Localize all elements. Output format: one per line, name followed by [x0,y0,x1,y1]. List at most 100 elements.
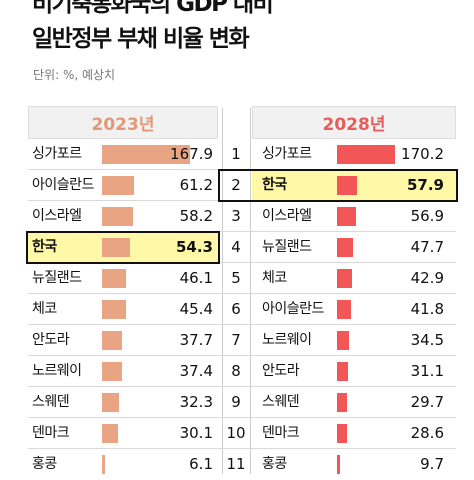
bar-2023 [102,455,106,474]
divider-right [250,108,251,474]
country-label-2028: 체코 [262,270,287,286]
country-label-2023: 스웨덴 [32,394,70,410]
table-row: 뉴질랜드 46.1 5 체코 42.9 [0,263,474,294]
bar-2028 [337,331,349,350]
row-divider [28,293,456,294]
value-label-2028: 57.9 [406,176,444,194]
value-label-2023: 167.9 [170,145,213,163]
country-label-2028: 홍콩 [262,456,287,472]
bar-2023 [102,393,119,412]
country-label-2028: 안도라 [262,363,300,379]
country-label-2028: 아이슬란드 [262,301,324,317]
table-row: 체코 45.4 6 아이슬란드 41.8 [0,294,474,325]
bar-2023 [102,269,127,288]
row-divider [28,386,456,387]
year-header-2028: 2028년 [252,106,456,139]
value-label-2028: 29.7 [410,393,444,411]
bar-2023 [102,207,133,226]
value-label-2028: 9.7 [420,455,444,473]
rank-label: 5 [231,269,241,287]
country-label-2028: 노르웨이 [262,332,312,348]
row-divider [28,355,456,356]
highlight-frame-2023 [26,231,220,264]
year-header-2023: 2023년 [28,106,218,139]
bar-2023 [102,145,190,164]
bar-2028 [337,393,348,412]
rank-label: 6 [231,300,241,318]
value-label-2023: 58.2 [179,207,213,225]
table-row: 홍콩 6.1 11 홍콩 9.7 [0,449,474,480]
value-label-2023: 6.1 [189,455,213,473]
row-divider [28,262,456,263]
country-label-2023: 아이슬란드 [32,177,94,193]
country-label-2023: 이스라엘 [32,208,82,224]
value-label-2023: 54.3 [175,238,213,256]
bar-2028 [337,424,347,443]
country-label-2023: 한국 [32,239,57,255]
bar-2028 [337,145,395,164]
value-label-2028: 34.5 [410,331,444,349]
value-label-2028: 47.7 [410,238,444,256]
country-label-2028: 뉴질랜드 [262,239,312,255]
bar-2023 [102,362,122,381]
rank-label: 4 [231,238,241,256]
row-divider [28,324,456,325]
country-label-2023: 체코 [32,301,57,317]
bar-2028 [337,238,354,257]
bar-2028 [337,207,357,226]
value-label-2023: 61.2 [179,176,213,194]
value-label-2028: 41.8 [410,300,444,318]
rank-label: 7 [231,331,241,349]
rank-label: 8 [231,362,241,380]
divider-left [222,108,223,474]
table-row: 안도라 37.7 7 노르웨이 34.5 [0,325,474,356]
highlight-frame-2028 [218,169,458,202]
table-row: 한국 54.3 4 뉴질랜드 47.7 [0,231,474,264]
rank-label: 2 [231,176,241,194]
value-label-2028: 56.9 [410,207,444,225]
value-label-2023: 45.4 [179,300,213,318]
bar-2028 [337,455,341,474]
table-row: 노르웨이 37.4 8 안도라 31.1 [0,356,474,387]
country-label-2028: 이스라엘 [262,208,312,224]
value-label-2023: 37.4 [179,362,213,380]
row-divider [28,448,456,449]
bar-2028 [337,300,352,319]
row-divider [28,417,456,418]
country-label-2028: 덴마크 [262,425,300,441]
table-row: 덴마크 30.1 10 덴마크 28.6 [0,418,474,449]
table-row: 이스라엘 58.2 3 이스라엘 56.9 [0,201,474,232]
bar-2028 [337,362,348,381]
chart-title-line-2: 일반정부 부채 비율 변화 [32,26,250,52]
value-label-2028: 170.2 [401,145,444,163]
rank-label: 10 [226,424,246,442]
value-label-2023: 37.7 [179,331,213,349]
bar-2023 [102,238,131,257]
value-label-2023: 30.1 [179,424,213,442]
bar-2023 [102,176,135,195]
country-label-2023: 노르웨이 [32,363,82,379]
value-label-2023: 46.1 [179,269,213,287]
value-label-2028: 42.9 [410,269,444,287]
country-label-2023: 안도라 [32,332,70,348]
rank-label: 3 [231,207,241,225]
country-label-2028: 한국 [262,177,287,193]
bar-2028 [337,176,357,195]
unit-note: 단위: %, 예상치 [33,68,116,82]
country-label-2023: 뉴질랜드 [32,270,82,286]
value-label-2028: 28.6 [410,424,444,442]
table-row: 스웨덴 32.3 9 스웨덴 29.7 [0,387,474,418]
table-row: 아이슬란드 61.2 2 한국 57.9 [0,169,474,202]
value-label-2023: 32.3 [179,393,213,411]
country-label-2023: 홍콩 [32,456,57,472]
bar-2023 [102,331,122,350]
chart-title-line-1: 비기축통화국의 GDP 대비 [32,0,274,17]
rank-label: 11 [226,455,246,473]
country-label-2023: 싱가포르 [32,146,82,162]
bar-2023 [102,300,126,319]
bar-2028 [337,269,352,288]
country-label-2028: 스웨덴 [262,394,300,410]
country-label-2023: 덴마크 [32,425,70,441]
rank-label: 9 [231,393,241,411]
rank-label: 1 [231,145,241,163]
